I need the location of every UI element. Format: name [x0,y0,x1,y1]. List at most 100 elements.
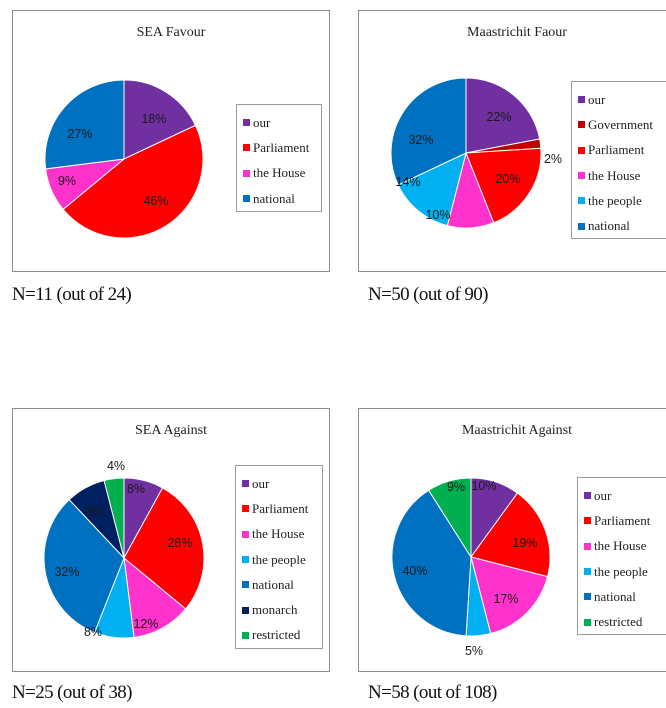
legend-label: our [252,475,270,491]
legend-label: our [588,91,606,107]
sample-size-caption: N=25 (out of 38) [12,682,132,703]
legend-item: restricted [242,623,316,648]
legend-swatch [578,121,585,129]
pie-chart: 8%28%12%8%32%8%4% [43,459,205,639]
legend-swatch [243,144,250,152]
data-label: 8% [127,482,145,496]
legend-label: the House [253,165,306,181]
legend-swatch [578,96,585,104]
legend-swatch [578,146,585,154]
pie-slice-parliament [62,124,204,239]
legend-label: our [253,114,271,130]
sample-size-caption: N=58 (out of 108) [368,682,497,703]
legend-label: Government [588,116,653,132]
legend-item: restricted [584,609,662,634]
legend-item: the House [243,161,315,186]
legend-swatch [584,517,591,525]
legend-swatch [242,530,249,538]
pie-slice-the-people [397,152,467,227]
legend-label: national [588,218,630,234]
data-label: 18% [141,112,166,126]
chart-panel-sea-favour: SEA Favour 18% 46% 9% 27% our Parliament the … [12,10,330,272]
pie-chart: 22% 2% 20% 10% 14% 32% [390,77,562,229]
pie-slice-national [43,498,125,634]
pie-slice-restricted [427,477,472,559]
chart-legend: our Parliament the House national [236,104,322,212]
legend-swatch [242,606,249,614]
pie-slice-parliament [465,147,542,224]
chart-legend: our Parliament the House the people national… [235,465,323,649]
data-label: 32% [54,565,79,579]
legend-swatch [578,172,585,180]
legend-swatch [578,222,585,230]
pie-slice-restricted [103,477,125,559]
sample-size-caption: N=11 (out of 24) [12,284,132,305]
legend-swatch [584,593,591,601]
legend-item: the House [242,522,316,547]
pie-slice-the-house [470,556,549,635]
data-label: 10% [425,208,450,222]
legend-label: restricted [594,614,643,630]
pie-slice-parliament [470,492,551,578]
legend-item: national [242,572,316,597]
legend-label: the people [588,192,642,208]
legend-swatch [584,492,591,500]
chart-title: Maastrichit Against [461,423,573,438]
chart-legend: our Parliament the House the people national… [577,477,666,635]
legend-item: our [578,87,664,112]
legend-label: national [253,190,295,206]
legend-label: national [594,588,636,604]
data-label: 28% [167,536,192,550]
data-label: 14% [395,175,420,189]
pie-slice-national [44,79,125,170]
chart-title: SEA Against [135,423,207,438]
legend-label: our [594,487,612,503]
legend-item: national [243,186,315,211]
legend-label: Parliament [594,512,651,528]
legend-item: the House [578,163,664,188]
legend-item: Parliament [584,508,662,533]
legend-item: the people [578,188,664,213]
data-label: 27% [67,127,92,141]
data-label: 20% [495,172,520,186]
pie-slice-national [390,77,467,186]
legend-item: Parliament [578,138,664,163]
legend-swatch [242,480,249,488]
legend-label: the House [594,538,647,554]
pie-slice-the-house [123,556,187,638]
pie-slice-our [123,79,197,160]
legend-swatch [242,505,249,513]
chart-panel-maastrichit-against: Maastrichit Against 10% 19% 17% 5% 40% 9% our… [358,408,666,672]
legend-item: the people [242,547,316,572]
chart-panel-sea-against: SEA Against 8% 28% 12% 8% 32% 8% 4% our Parliam… [12,408,330,672]
data-label: 2% [544,152,562,166]
data-label: 17% [493,592,518,606]
sample-size-caption: N=50 (out of 90) [368,284,488,305]
pie-slice-parliament [123,487,205,610]
data-label: 19% [512,536,537,550]
data-label: 46% [143,194,168,208]
data-label: 9% [447,480,465,494]
legend-label: the House [252,526,305,542]
legend-item: Parliament [243,135,315,160]
legend-swatch [584,618,591,626]
legend-label: the House [588,167,641,183]
legend-label: Parliament [252,500,309,516]
data-label: 40% [402,564,427,578]
legend-item: our [243,110,315,135]
legend-item: the people [584,559,662,584]
data-label: 32% [408,133,433,147]
legend-item: monarch [242,597,316,622]
legend-label: restricted [252,627,301,643]
data-label: 22% [486,110,511,124]
legend-swatch [242,556,249,564]
legend-label: Parliament [588,142,645,158]
data-label: 9% [58,174,76,188]
legend-swatch [243,195,250,203]
data-label: 8% [84,625,102,639]
legend-item: Government [578,112,664,137]
chart-title: SEA Favour [136,25,206,40]
legend-item: Parliament [242,496,316,521]
data-label: 10% [471,479,496,493]
pie-slice-our [465,77,541,154]
